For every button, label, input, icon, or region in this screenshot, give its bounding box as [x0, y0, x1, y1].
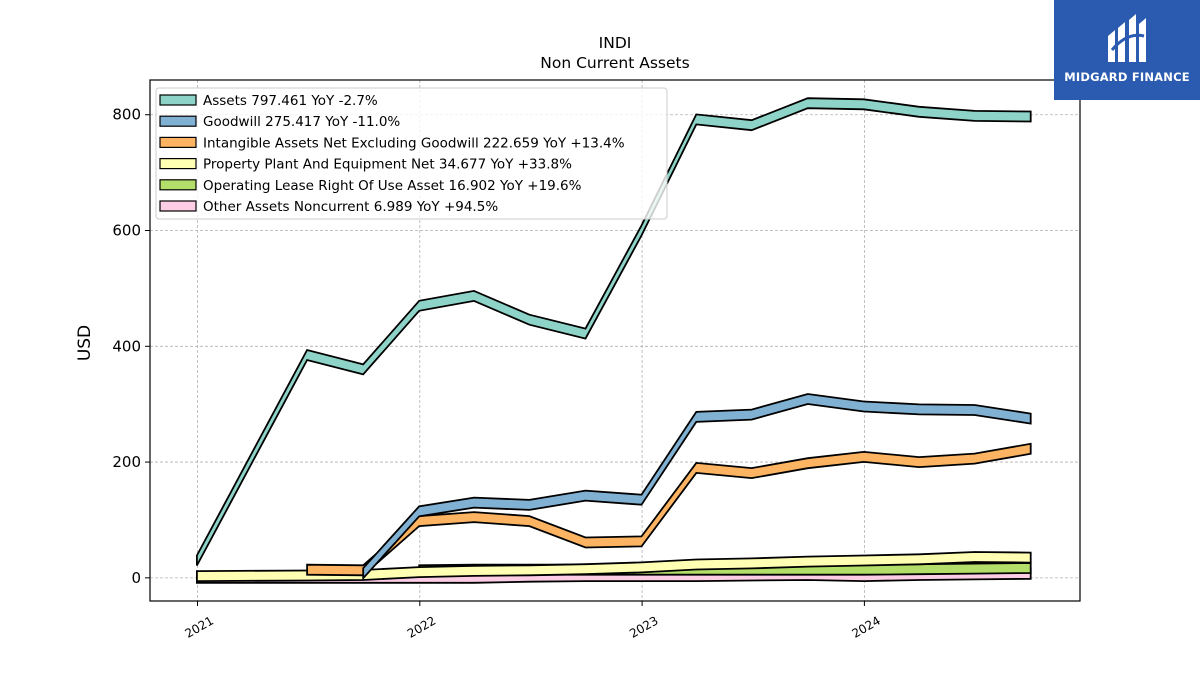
legend-entry: Operating Lease Right Of Use Asset 16.90…	[203, 178, 582, 194]
legend-swatch	[159, 136, 197, 148]
legend-swatch	[159, 179, 197, 191]
y-axis-label: USD	[75, 325, 95, 361]
plot-frame	[149, 79, 1081, 602]
series-assets	[196, 97, 1032, 566]
legend-swatch	[159, 200, 197, 212]
y-tick-label: 400	[112, 337, 141, 355]
brand-logo: MIDGARD FINANCE	[1054, 0, 1200, 100]
plot-area	[196, 97, 1032, 584]
brand-mark-icon	[1108, 14, 1146, 62]
legend-entry: Property Plant And Equipment Net 34.677 …	[203, 157, 572, 173]
legend-entry: Other Assets Noncurrent 6.989 YoY +94.5%	[203, 199, 498, 215]
y-tick-label: 200	[112, 453, 141, 471]
chart-subtitle: Non Current Assets	[540, 54, 689, 72]
legend-swatch	[159, 115, 197, 127]
y-tick-label: 800	[112, 106, 141, 124]
legend-entry: Goodwill 275.417 YoY -11.0%	[203, 114, 400, 130]
brand-name: MIDGARD FINANCE	[1064, 70, 1190, 84]
legend-entry: Assets 797.461 YoY -2.7%	[203, 93, 378, 109]
x-tick-label: 2024	[849, 613, 882, 640]
x-tick-label: 2021	[183, 613, 216, 640]
series-property-plant-and-equipment-net	[196, 551, 1032, 583]
chart-title: INDI	[599, 34, 632, 52]
series-intangible-assets-net-excluding-goodwill	[306, 442, 1032, 577]
x-tick-label: 2023	[627, 613, 660, 640]
legend-box	[155, 87, 668, 220]
legend-swatch	[159, 94, 197, 106]
series-goodwill	[362, 393, 1032, 581]
y-tick-label: 0	[131, 569, 141, 587]
legend-entry: Intangible Assets Net Excluding Goodwill…	[203, 135, 625, 151]
legend: Assets 797.461 YoY -2.7% Goodwill 275.417…	[155, 87, 668, 220]
y-tick-label: 600	[112, 222, 141, 240]
x-tick-label: 2022	[405, 613, 438, 640]
legend-swatch	[159, 158, 197, 170]
